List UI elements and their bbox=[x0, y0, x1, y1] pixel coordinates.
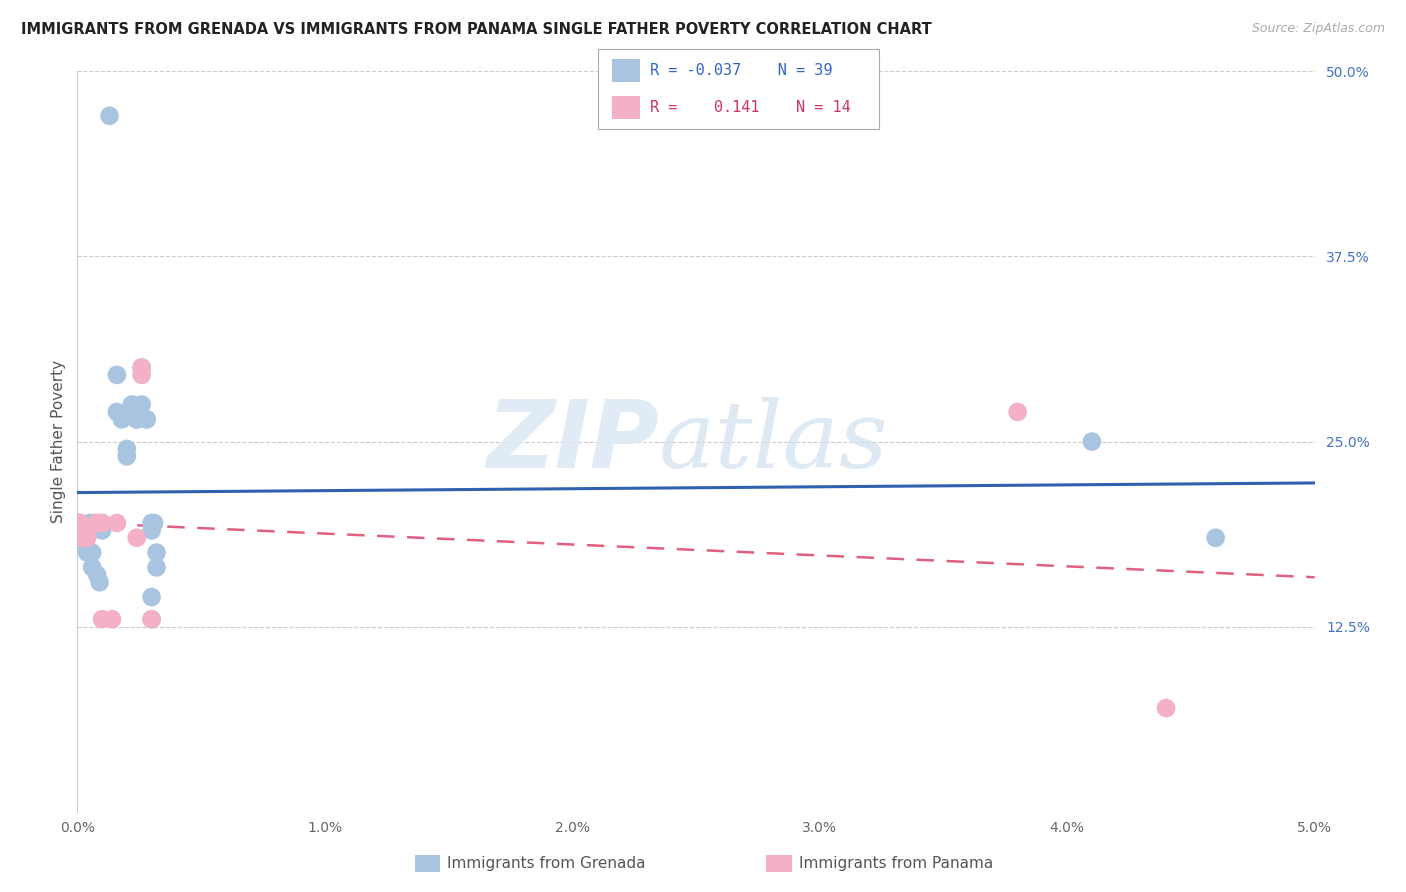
Text: IMMIGRANTS FROM GRENADA VS IMMIGRANTS FROM PANAMA SINGLE FATHER POVERTY CORRELAT: IMMIGRANTS FROM GRENADA VS IMMIGRANTS FR… bbox=[21, 22, 932, 37]
Point bbox=[98, 109, 121, 123]
Text: Immigrants from Panama: Immigrants from Panama bbox=[799, 856, 993, 871]
Point bbox=[79, 546, 101, 560]
Point bbox=[131, 360, 153, 375]
Point bbox=[105, 516, 128, 530]
Point bbox=[115, 442, 138, 456]
Point bbox=[83, 516, 105, 530]
Point bbox=[1154, 701, 1177, 715]
Text: Immigrants from Grenada: Immigrants from Grenada bbox=[447, 856, 645, 871]
Point bbox=[125, 412, 148, 426]
Point bbox=[105, 368, 128, 382]
Point bbox=[131, 368, 153, 382]
Point bbox=[125, 412, 148, 426]
Point bbox=[125, 531, 148, 545]
Point bbox=[105, 405, 128, 419]
Point bbox=[89, 575, 111, 590]
Point bbox=[115, 450, 138, 464]
Point bbox=[141, 612, 163, 626]
Point bbox=[131, 397, 153, 411]
Point bbox=[91, 524, 114, 538]
Point bbox=[69, 516, 91, 530]
Point bbox=[91, 516, 114, 530]
Point bbox=[79, 516, 101, 530]
Point bbox=[72, 531, 94, 545]
Point bbox=[131, 360, 153, 375]
Point bbox=[135, 412, 157, 426]
Point bbox=[101, 612, 124, 626]
Point bbox=[1081, 434, 1104, 449]
Point bbox=[1007, 405, 1029, 419]
Point bbox=[1205, 531, 1227, 545]
Point bbox=[121, 397, 143, 411]
Text: atlas: atlas bbox=[659, 397, 889, 486]
Point bbox=[69, 524, 91, 538]
Point bbox=[73, 538, 96, 552]
Text: R = -0.037    N = 39: R = -0.037 N = 39 bbox=[650, 63, 832, 78]
Point bbox=[72, 524, 94, 538]
Point bbox=[82, 546, 104, 560]
Point bbox=[145, 560, 167, 574]
Point bbox=[145, 546, 167, 560]
Point bbox=[69, 516, 91, 530]
Point bbox=[86, 516, 108, 530]
Text: R =    0.141    N = 14: R = 0.141 N = 14 bbox=[650, 100, 851, 115]
Point bbox=[73, 531, 96, 545]
Point bbox=[143, 516, 166, 530]
Point bbox=[66, 516, 89, 530]
Y-axis label: Single Father Poverty: Single Father Poverty bbox=[51, 360, 66, 523]
Text: ZIP: ZIP bbox=[486, 395, 659, 488]
Point bbox=[72, 531, 94, 545]
Point bbox=[76, 546, 98, 560]
Point bbox=[91, 612, 114, 626]
Point bbox=[82, 560, 104, 574]
Point bbox=[76, 531, 98, 545]
Point bbox=[141, 590, 163, 604]
Point bbox=[86, 567, 108, 582]
Point bbox=[111, 412, 134, 426]
Point bbox=[141, 524, 163, 538]
Point bbox=[141, 516, 163, 530]
Point bbox=[141, 612, 163, 626]
Text: Source: ZipAtlas.com: Source: ZipAtlas.com bbox=[1251, 22, 1385, 36]
Point bbox=[135, 412, 157, 426]
Point bbox=[91, 516, 114, 530]
